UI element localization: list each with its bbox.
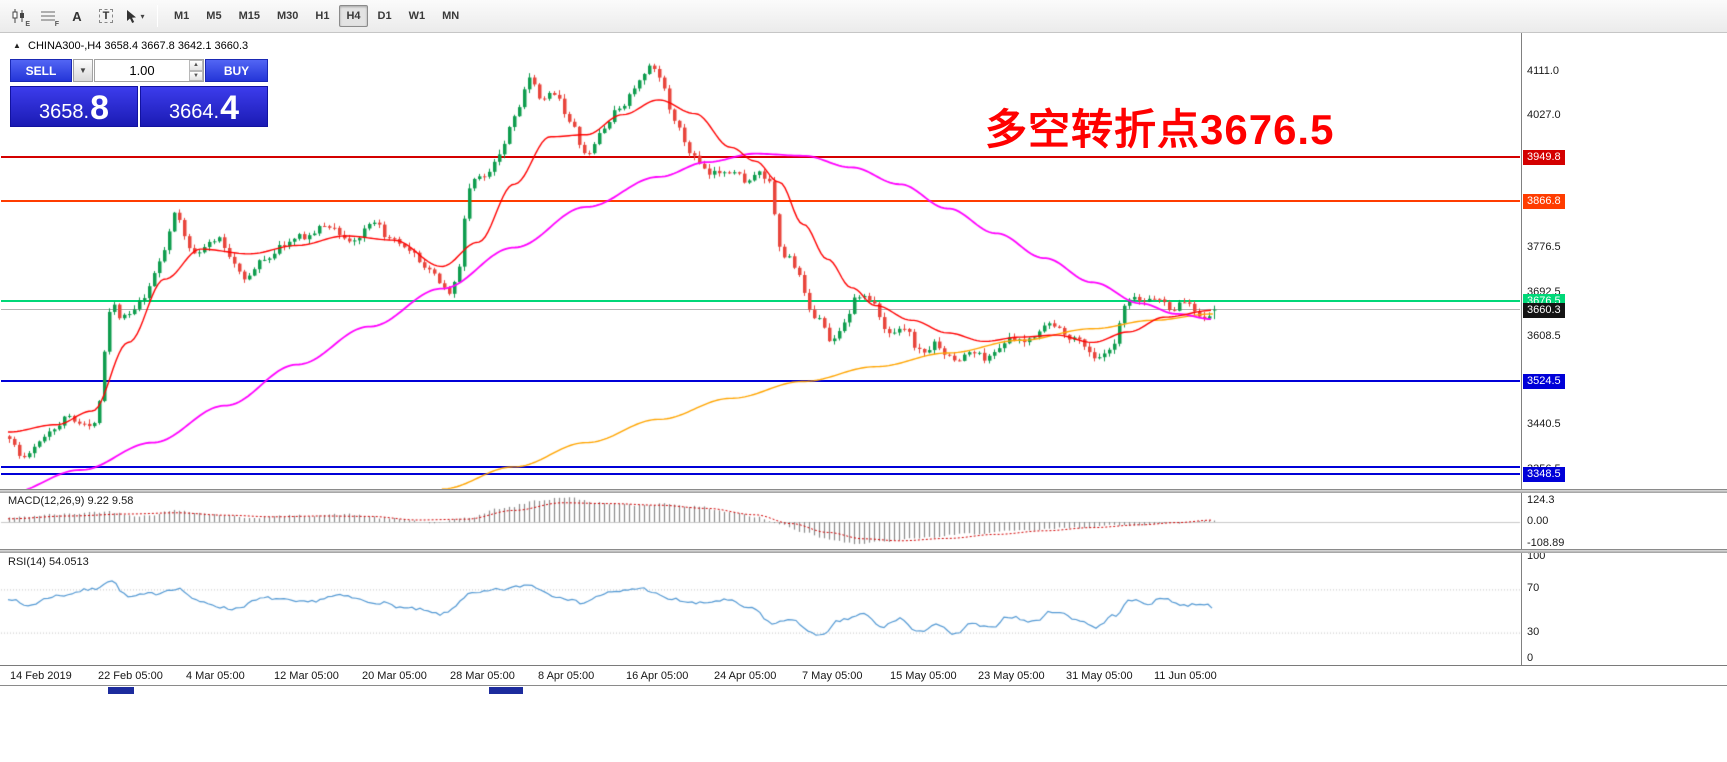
time-label: 11 Jun 05:00 [1154,670,1217,682]
panel-splitter[interactable] [0,489,1727,493]
timeframe-h4[interactable]: H4 [339,5,368,27]
macd-axis-label: 0.00 [1527,515,1549,527]
buy-price-display[interactable]: 3664. 4 [140,86,268,127]
time-label: 15 May 05:00 [890,670,957,682]
rsi-axis-label: 100 [1527,550,1546,562]
chevron-down-icon: ▾ [140,11,145,21]
buy-price-big-digit: 4 [220,88,239,127]
buy-price-main: 3664. [169,101,220,123]
toolbar: E F A T ▾ M1 M5 M15 M30 H1 H4 D1 W1 MN [0,0,1727,33]
time-label: 22 Feb 05:00 [98,670,163,682]
volume-decrement-button[interactable]: ▼ [189,70,203,81]
time-label: 8 Apr 05:00 [538,670,595,682]
dropdown-arrow-icon: ▼ [79,66,87,75]
cursor-glyph [127,9,137,23]
time-label: 4 Mar 05:00 [186,670,245,682]
rsi-axis-label: 70 [1527,582,1540,595]
price-badge: 3524.5 [1523,374,1565,390]
time-label: 28 Mar 05:00 [450,670,515,682]
time-label: 24 Apr 05:00 [714,670,777,682]
toolbar-separator [157,5,158,27]
candlestick-glyph [12,9,24,23]
window-fragment [108,687,134,694]
rsi-label: RSI(14) 54.0513 [8,556,89,568]
price-scale-label: 3440.5 [1527,418,1561,431]
chart-type-icon[interactable]: E [6,4,32,28]
pointer-tool-icon[interactable]: ▾ [122,4,148,28]
rsi-axis-label: 0 [1527,652,1534,664]
timeframe-m15[interactable]: M15 [232,5,267,27]
price-axis-border [1521,33,1522,666]
text-tool-letter: A [72,8,82,24]
timeframe-mn[interactable]: MN [435,5,466,27]
price-badge: 3949.8 [1523,149,1565,165]
macd-label: MACD(12,26,9) 9.22 9.58 [8,495,134,507]
timeframe-m1[interactable]: M1 [167,5,196,27]
timeframe-m30[interactable]: M30 [270,5,305,27]
time-label: 23 May 05:00 [978,670,1045,682]
price-scale-label: 4027.0 [1527,109,1561,122]
panel-splitter[interactable] [0,549,1727,553]
volume-stepper: ▲ ▼ [189,60,203,81]
time-label: 7 May 05:00 [802,670,863,682]
sell-price-display[interactable]: 3658. 8 [10,86,138,127]
macd-axis-label: 124.3 [1527,494,1555,506]
rsi-axis-label: 30 [1527,625,1540,638]
time-label: 12 Mar 05:00 [274,670,339,682]
macd-axis-label: -108.89 [1527,536,1565,549]
price-badge: 3866.8 [1523,193,1565,209]
chart-title: CHINA300-,H4 3658.4 3667.8 3642.1 3660.3 [28,40,249,52]
sell-price-big-digit: 8 [90,88,109,127]
timeframe-w1[interactable]: W1 [402,5,433,27]
timeframe-h1[interactable]: H1 [308,5,336,27]
time-label: 31 May 05:00 [1066,670,1133,682]
buy-button[interactable]: BUY [205,59,268,82]
timeframe-d1[interactable]: D1 [371,5,399,27]
time-label: 20 Mar 05:00 [362,670,427,682]
chart-type-sub-label: E [25,21,30,28]
price-badge: 3660.3 [1523,302,1565,318]
sell-button[interactable]: SELL [10,59,72,82]
text-tool-icon[interactable]: A [64,4,90,28]
time-label: 16 Apr 05:00 [626,670,689,682]
label-tool-icon[interactable]: T [93,4,119,28]
timeframe-m5[interactable]: M5 [199,5,228,27]
time-label: 14 Feb 2019 [10,670,72,682]
collapse-trade-panel-button[interactable]: ▲ [13,41,21,50]
price-scale-label: 3608.5 [1527,329,1561,342]
annotation-text[interactable]: 多空转折点3676.5 [985,106,1335,153]
time-axis[interactable]: 14 Feb 2019 22 Feb 05:00 4 Mar 05:00 12 Mar… [0,665,1727,686]
chart-canvas[interactable] [0,33,1727,686]
indicators-sub-label: F [54,21,59,28]
one-click-trading-panel: SELL ▼ ▲ ▼ BUY 3658. 8 3664. 4 [10,59,268,127]
window-fragment [489,687,523,694]
volume-increment-button[interactable]: ▲ [189,60,203,71]
label-tool-letter: T [98,9,114,23]
volume-field-wrap: ▲ ▼ [94,59,204,82]
bottom-strip [0,687,1727,695]
indicator-lines-glyph [41,11,55,21]
price-scale-label: 3776.5 [1527,241,1561,254]
price-scale-label: 4111.0 [1527,64,1560,77]
order-dropdown-button[interactable]: ▼ [73,59,93,82]
volume-input[interactable] [95,60,203,81]
indicators-icon[interactable]: F [35,4,61,28]
sell-price-main: 3658. [39,101,90,123]
price-badge: 3348.5 [1523,466,1565,482]
